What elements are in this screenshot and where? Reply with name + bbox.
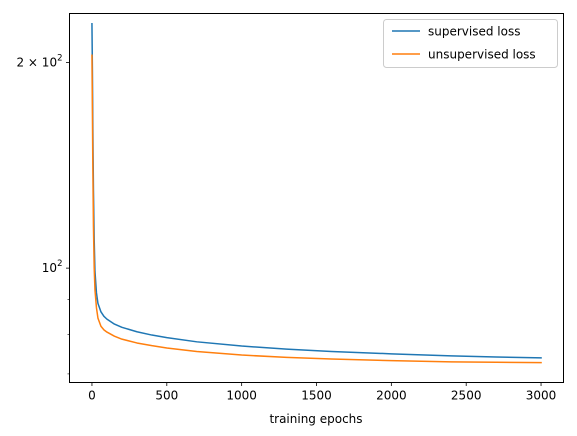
legend-label-unsupervised: unsupervised loss: [428, 48, 536, 62]
x-tick-label: 500: [155, 389, 178, 403]
y-tick-label: 2 × 102: [16, 54, 62, 70]
legend-box: [383, 19, 558, 68]
x-axis: 0 500 1000 1500 2000 2500 3000: [88, 382, 557, 403]
x-tick-label: 1000: [226, 389, 257, 403]
x-tick-label: 2500: [451, 389, 482, 403]
legend: supervised loss unsupervised loss: [383, 19, 558, 68]
x-axis-label: training epochs: [269, 412, 362, 426]
x-tick-label: 3000: [526, 389, 557, 403]
plot-area: [69, 13, 564, 383]
x-tick-label: 2000: [376, 389, 407, 403]
series-line-unsupervised: [91, 54, 542, 364]
series-layer: [91, 22, 542, 364]
x-tick-label: 1500: [301, 389, 332, 403]
x-tick-label: 0: [88, 389, 96, 403]
legend-label-supervised: supervised loss: [428, 25, 520, 39]
